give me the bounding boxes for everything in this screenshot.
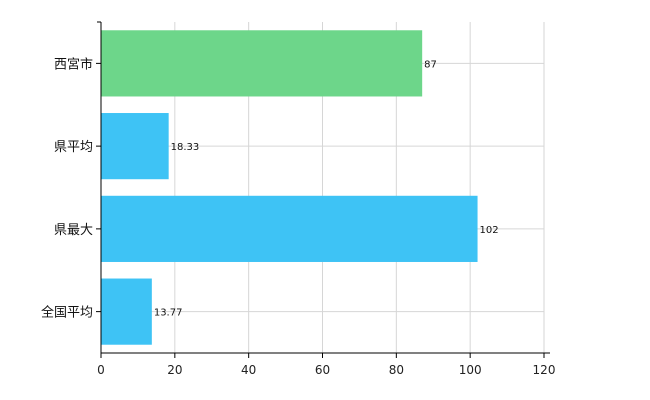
x-tick-label-1: 20	[167, 363, 182, 377]
category-label-3: 全国平均	[41, 305, 93, 321]
data-label-2: 102	[480, 225, 499, 236]
x-tick-label-4: 80	[389, 363, 404, 377]
data-label-0: 87	[424, 59, 437, 70]
bar-3	[101, 278, 152, 345]
category-label-1: 県平均	[54, 140, 93, 155]
x-tick-label-0: 0	[97, 363, 105, 377]
bars	[101, 30, 478, 345]
x-tick-label-6: 120	[533, 363, 556, 377]
category-label-0: 西宮市	[54, 56, 93, 72]
bar-1	[101, 113, 169, 180]
x-tick-label-2: 40	[241, 363, 256, 377]
axes	[96, 21, 550, 358]
bar-0	[101, 30, 423, 97]
category-label-2: 県最大	[54, 223, 93, 238]
data-label-1: 18.33	[171, 142, 200, 153]
bar-2	[101, 195, 478, 262]
x-tick-label-5: 100	[459, 363, 482, 377]
x-tick-label-3: 60	[315, 363, 330, 377]
data-label-3: 13.77	[154, 308, 183, 319]
